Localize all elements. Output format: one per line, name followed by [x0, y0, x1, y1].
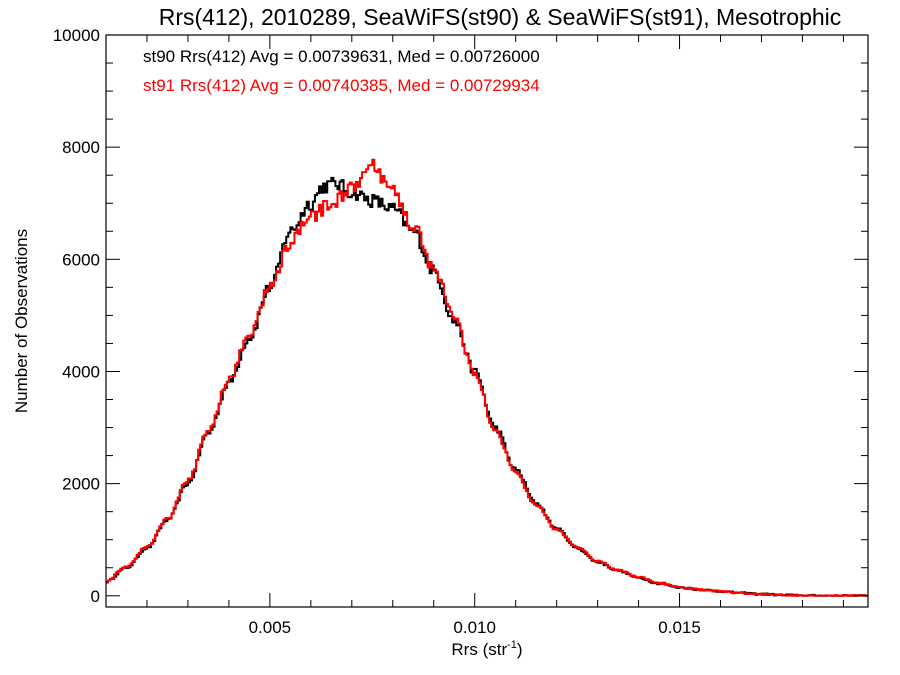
series-line-st90 [106, 176, 868, 597]
y-axis-label: Number of Observations [12, 229, 31, 413]
legend-entry-st90: st90 Rrs(412) Avg = 0.00739631, Med = 0.… [143, 47, 540, 66]
y-tick-label: 2000 [62, 475, 100, 494]
y-tick-label: 10000 [53, 26, 100, 45]
x-tick-label: 0.010 [453, 618, 496, 637]
y-tick-label: 0 [91, 587, 100, 606]
series-line-st91 [106, 158, 868, 597]
chart-title: Rrs(412), 2010289, SeaWiFS(st90) & SeaWi… [159, 4, 842, 30]
axes: 0.005 0.010 0.015 0 2000 4000 6000 8000 10000 [53, 26, 868, 637]
x-axis-label-base: Rrs (str [451, 640, 507, 659]
plot-area [106, 158, 868, 597]
legend-entry-st91: st91 Rrs(412) Avg = 0.00740385, Med = 0.… [143, 76, 540, 95]
plot-frame [105, 34, 869, 608]
y-tick-label: 4000 [62, 362, 100, 381]
y-tick-label: 6000 [62, 250, 100, 269]
x-axis-label-close: ) [517, 640, 523, 659]
legend: st90 Rrs(412) Avg = 0.00739631, Med = 0.… [143, 47, 540, 95]
y-tick-label: 8000 [62, 138, 100, 157]
x-axis-label-sup: -1 [507, 639, 517, 651]
x-tick-label: 0.015 [658, 618, 701, 637]
x-axis-label: Rrs (str-1) [451, 639, 522, 659]
x-tick-label: 0.005 [249, 618, 292, 637]
